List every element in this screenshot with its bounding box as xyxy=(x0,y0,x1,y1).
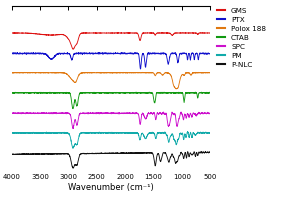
Legend: GMS, PTX, Polox 188, CTAB, SPC, PM, P-NLC: GMS, PTX, Polox 188, CTAB, SPC, PM, P-NL… xyxy=(216,6,267,68)
X-axis label: Wavenumber (cm⁻¹): Wavenumber (cm⁻¹) xyxy=(68,183,154,192)
